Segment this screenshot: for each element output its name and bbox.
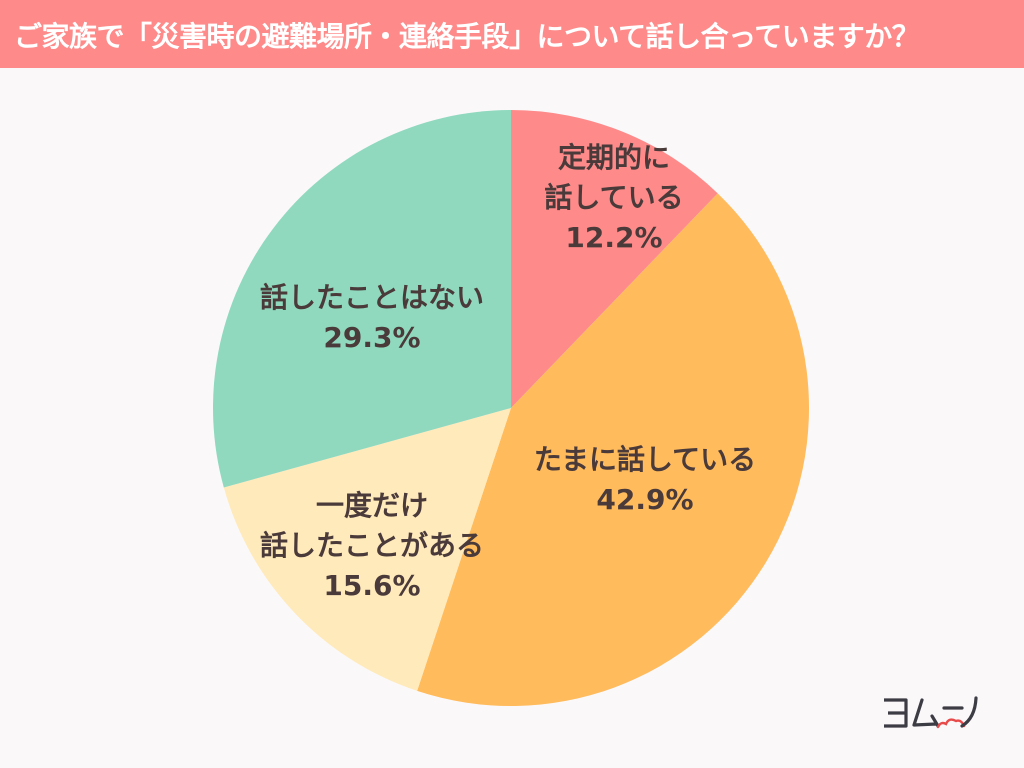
slice-label-sometimes: たまに話している 42.9% bbox=[534, 440, 756, 520]
label-percent: 29.3% bbox=[323, 321, 421, 354]
slice-never bbox=[213, 110, 511, 488]
label-text: 話している bbox=[544, 181, 684, 214]
yomuno-logo bbox=[884, 696, 978, 729]
slice-sometimes bbox=[417, 193, 809, 706]
slice-label-regularly: 定期的に 話している 12.2% bbox=[544, 138, 683, 258]
label-text: 話したことはない bbox=[259, 281, 485, 314]
label-text: 定期的に bbox=[557, 141, 671, 174]
label-percent: 15.6% bbox=[323, 569, 421, 602]
title-banner: ご家族で「災害時の避難場所・連絡手段」について話し合っていますか？ bbox=[0, 0, 1024, 68]
slice-label-never: 話したことはない 29.3% bbox=[260, 278, 484, 358]
slice-regularly bbox=[511, 110, 718, 408]
slice-label-once: 一度だけ 話したことがある 15.6% bbox=[260, 486, 484, 606]
label-text: 話したことがある bbox=[259, 529, 485, 562]
label-text: たまに話している bbox=[533, 443, 757, 476]
label-text: 一度だけ bbox=[315, 489, 429, 522]
slice-once bbox=[223, 408, 511, 691]
label-percent: 12.2% bbox=[565, 221, 663, 254]
label-percent: 42.9% bbox=[596, 483, 694, 516]
chart-title: ご家族で「災害時の避難場所・連絡手段」について話し合っていますか？ bbox=[14, 20, 920, 53]
